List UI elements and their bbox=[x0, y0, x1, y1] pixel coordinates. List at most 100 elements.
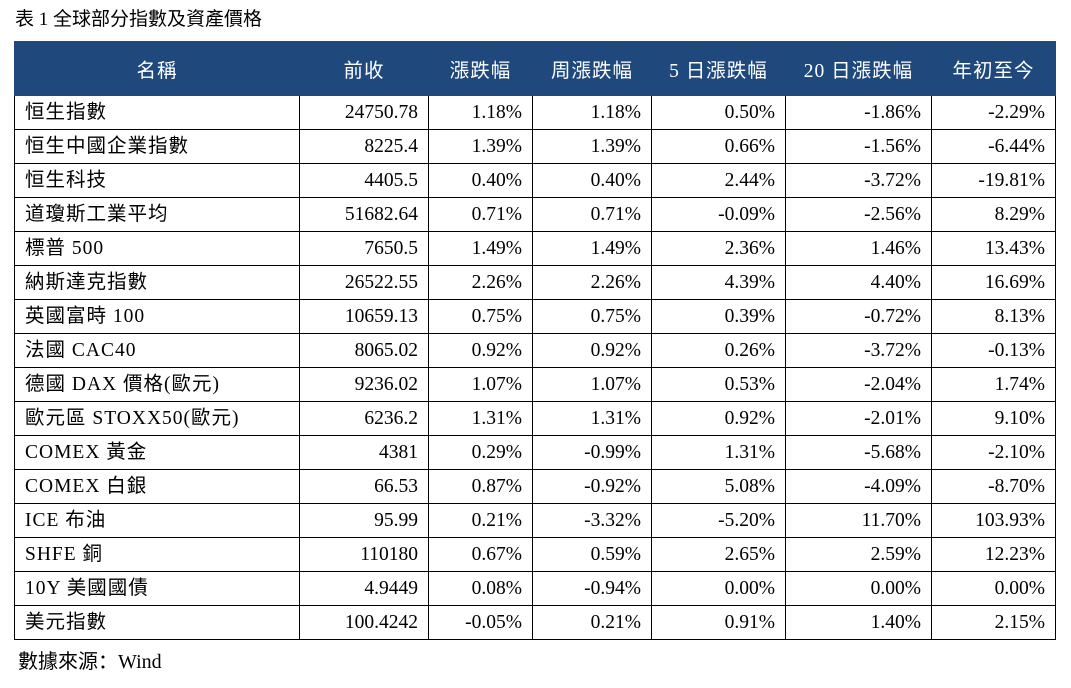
column-header-5d: 5 日漲跌幅 bbox=[651, 41, 786, 96]
cell-week-change: 1.31% bbox=[532, 401, 652, 436]
cell-close: 9236.02 bbox=[299, 367, 429, 402]
cell-5d-change: 1.31% bbox=[651, 435, 786, 470]
cell-ytd-change: -2.10% bbox=[931, 435, 1056, 470]
cell-week-change: 1.49% bbox=[532, 231, 652, 266]
cell-5d-change: 0.91% bbox=[651, 605, 786, 640]
table-row: 道瓊斯工業平均 51682.64 0.71% 0.71% -0.09% -2.56% 8.2… bbox=[14, 197, 1056, 232]
cell-20d-change: 0.00% bbox=[785, 571, 932, 606]
cell-name: 德國 DAX 價格(歐元) bbox=[14, 367, 300, 402]
cell-close: 110180 bbox=[299, 537, 429, 572]
table-row: 法國 CAC40 8065.02 0.92% 0.92% 0.26% -3.72% -0.1… bbox=[14, 333, 1056, 368]
table-row: 恒生中國企業指數 8225.4 1.39% 1.39% 0.66% -1.56% -6.44… bbox=[14, 129, 1056, 164]
cell-week-change: -0.94% bbox=[532, 571, 652, 606]
cell-change: 1.31% bbox=[428, 401, 533, 436]
cell-5d-change: 5.08% bbox=[651, 469, 786, 504]
cell-week-change: 0.71% bbox=[532, 197, 652, 232]
cell-week-change: 0.75% bbox=[532, 299, 652, 334]
cell-change: 0.21% bbox=[428, 503, 533, 538]
cell-week-change: 1.07% bbox=[532, 367, 652, 402]
cell-20d-change: -2.04% bbox=[785, 367, 932, 402]
cell-20d-change: -5.68% bbox=[785, 435, 932, 470]
table-row: 美元指數 100.4242 -0.05% 0.21% 0.91% 1.40% 2.15% bbox=[14, 605, 1056, 640]
table-row: COMEX 白銀 66.53 0.87% -0.92% 5.08% -4.09% -8.70… bbox=[14, 469, 1056, 504]
header-row: 名稱 前收 漲跌幅 周漲跌幅 5 日漲跌幅 20 日漲跌幅 年初至今 bbox=[14, 41, 1056, 96]
table-row: 恒生科技 4405.5 0.40% 0.40% 2.44% -3.72% -19.81% bbox=[14, 163, 1056, 198]
cell-20d-change: 4.40% bbox=[785, 265, 932, 300]
cell-name: ICE 布油 bbox=[14, 503, 300, 538]
cell-5d-change: 0.66% bbox=[651, 129, 786, 164]
cell-change: 0.87% bbox=[428, 469, 533, 504]
cell-close: 100.4242 bbox=[299, 605, 429, 640]
column-header-close: 前收 bbox=[299, 41, 429, 96]
cell-close: 4.9449 bbox=[299, 571, 429, 606]
cell-week-change: -0.92% bbox=[532, 469, 652, 504]
cell-name: 恒生科技 bbox=[14, 163, 300, 198]
cell-name: 恒生指數 bbox=[14, 95, 300, 130]
table-row: 英國富時 100 10659.13 0.75% 0.75% 0.39% -0.72% 8.1… bbox=[14, 299, 1056, 334]
cell-name: COMEX 黃金 bbox=[14, 435, 300, 470]
cell-close: 26522.55 bbox=[299, 265, 429, 300]
cell-20d-change: -0.72% bbox=[785, 299, 932, 334]
cell-5d-change: -5.20% bbox=[651, 503, 786, 538]
column-header-20d: 20 日漲跌幅 bbox=[785, 41, 932, 96]
market-data-table: 名稱 前收 漲跌幅 周漲跌幅 5 日漲跌幅 20 日漲跌幅 年初至今 恒生指數 2… bbox=[14, 41, 1056, 640]
cell-change: 0.08% bbox=[428, 571, 533, 606]
cell-20d-change: -1.86% bbox=[785, 95, 932, 130]
cell-close: 24750.78 bbox=[299, 95, 429, 130]
cell-ytd-change: 0.00% bbox=[931, 571, 1056, 606]
cell-name: 法國 CAC40 bbox=[14, 333, 300, 368]
cell-close: 4405.5 bbox=[299, 163, 429, 198]
cell-name: COMEX 白銀 bbox=[14, 469, 300, 504]
cell-20d-change: 11.70% bbox=[785, 503, 932, 538]
cell-name: 標普 500 bbox=[14, 231, 300, 266]
cell-close: 10659.13 bbox=[299, 299, 429, 334]
cell-20d-change: -1.56% bbox=[785, 129, 932, 164]
table-row: 納斯達克指數 26522.55 2.26% 2.26% 4.39% 4.40% 16.69% bbox=[14, 265, 1056, 300]
column-header-week: 周漲跌幅 bbox=[532, 41, 652, 96]
column-header-name: 名稱 bbox=[14, 41, 300, 96]
cell-ytd-change: -0.13% bbox=[931, 333, 1056, 368]
cell-week-change: 1.18% bbox=[532, 95, 652, 130]
table-row: 10Y 美國國債 4.9449 0.08% -0.94% 0.00% 0.00% 0.00% bbox=[14, 571, 1056, 606]
cell-change: 0.40% bbox=[428, 163, 533, 198]
table-row: SHFE 銅 110180 0.67% 0.59% 2.65% 2.59% 12.23% bbox=[14, 537, 1056, 572]
cell-name: 歐元區 STOXX50(歐元) bbox=[14, 401, 300, 436]
cell-5d-change: 2.65% bbox=[651, 537, 786, 572]
cell-ytd-change: 2.15% bbox=[931, 605, 1056, 640]
cell-close: 51682.64 bbox=[299, 197, 429, 232]
cell-change: -0.05% bbox=[428, 605, 533, 640]
cell-close: 8065.02 bbox=[299, 333, 429, 368]
cell-ytd-change: 12.23% bbox=[931, 537, 1056, 572]
cell-ytd-change: 13.43% bbox=[931, 231, 1056, 266]
cell-5d-change: 0.00% bbox=[651, 571, 786, 606]
cell-ytd-change: 9.10% bbox=[931, 401, 1056, 436]
table-row: 德國 DAX 價格(歐元) 9236.02 1.07% 1.07% 0.53% -2.04… bbox=[14, 367, 1056, 402]
cell-ytd-change: -2.29% bbox=[931, 95, 1056, 130]
cell-name: 10Y 美國國債 bbox=[14, 571, 300, 606]
table-body: 恒生指數 24750.78 1.18% 1.18% 0.50% -1.86% -2.29% 恒… bbox=[14, 95, 1056, 640]
cell-change: 1.07% bbox=[428, 367, 533, 402]
cell-5d-change: 2.44% bbox=[651, 163, 786, 198]
cell-week-change: 1.39% bbox=[532, 129, 652, 164]
cell-change: 1.39% bbox=[428, 129, 533, 164]
cell-change: 0.71% bbox=[428, 197, 533, 232]
cell-close: 7650.5 bbox=[299, 231, 429, 266]
cell-20d-change: 2.59% bbox=[785, 537, 932, 572]
cell-change: 0.92% bbox=[428, 333, 533, 368]
cell-week-change: 0.40% bbox=[532, 163, 652, 198]
cell-5d-change: 0.92% bbox=[651, 401, 786, 436]
cell-change: 1.18% bbox=[428, 95, 533, 130]
cell-ytd-change: -8.70% bbox=[931, 469, 1056, 504]
cell-5d-change: -0.09% bbox=[651, 197, 786, 232]
cell-week-change: -3.32% bbox=[532, 503, 652, 538]
source-note: 數據來源：Wind bbox=[18, 651, 162, 673]
cell-ytd-change: -6.44% bbox=[931, 129, 1056, 164]
table-row: 標普 500 7650.5 1.49% 1.49% 2.36% 1.46% 13.43% bbox=[14, 231, 1056, 266]
cell-ytd-change: -19.81% bbox=[931, 163, 1056, 198]
cell-close: 66.53 bbox=[299, 469, 429, 504]
cell-20d-change: -2.01% bbox=[785, 401, 932, 436]
cell-5d-change: 4.39% bbox=[651, 265, 786, 300]
cell-5d-change: 0.39% bbox=[651, 299, 786, 334]
column-header-ytd: 年初至今 bbox=[931, 41, 1056, 96]
table-row: 歐元區 STOXX50(歐元) 6236.2 1.31% 1.31% 0.92% -2.0… bbox=[14, 401, 1056, 436]
